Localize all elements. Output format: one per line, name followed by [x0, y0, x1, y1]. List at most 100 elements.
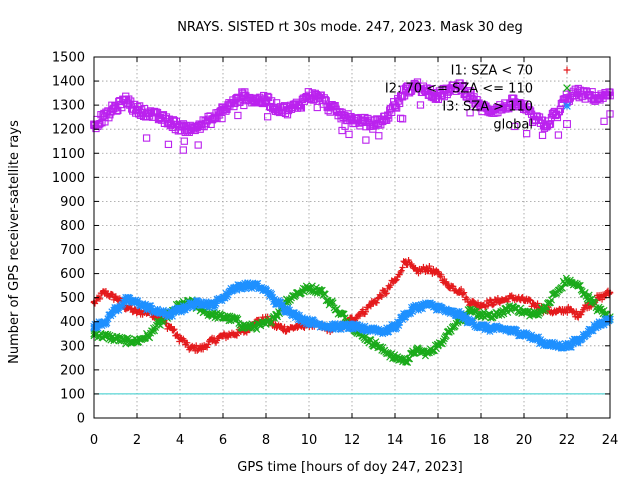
series-3-point [574, 337, 582, 345]
series-2-point [219, 313, 227, 321]
series-4-outlier [522, 130, 531, 138]
series-2-point [498, 308, 507, 316]
series-2-point [574, 281, 582, 290]
series-2-point [316, 286, 324, 295]
series-4-point [412, 82, 421, 90]
series-1-point [563, 306, 571, 313]
series-4-outlier [194, 141, 202, 149]
series-4-point [176, 122, 184, 131]
series-1-mark [399, 264, 406, 271]
series-3-mark [555, 340, 563, 348]
x-tick-label: 4 [176, 433, 184, 448]
series-4-mark [267, 97, 276, 105]
series-1-mark [519, 293, 526, 301]
series-1-mark [171, 326, 178, 333]
series-4-point [584, 91, 593, 100]
legend-marker [563, 102, 571, 110]
series-4-mark [407, 87, 416, 95]
series-1-mark [526, 296, 533, 303]
series-3-mark [373, 326, 381, 334]
series-4-point [143, 108, 152, 117]
series-3-point [531, 334, 539, 343]
series-3-point [101, 318, 109, 326]
y-tick-label: 200 [60, 363, 85, 378]
series-1-mark [205, 341, 212, 348]
series-4-outlier [398, 115, 407, 123]
series-2-point [154, 320, 163, 328]
series-3-point [122, 296, 130, 304]
y-tick-label: 100 [60, 387, 85, 402]
series-3-mark [483, 321, 491, 329]
series-2-point [122, 337, 130, 345]
series-2-mark [558, 284, 566, 292]
series-1-mark [397, 268, 404, 276]
series-4-point [315, 94, 324, 102]
series-3-point [240, 281, 249, 290]
y-tick-label: 400 [60, 315, 85, 330]
series-3-point [219, 293, 227, 302]
series-3-mark [212, 299, 220, 307]
series-1-mark [128, 305, 135, 312]
series-3-point [445, 308, 453, 316]
series-3-mark [153, 305, 162, 313]
series-1-point [165, 323, 173, 330]
series-2-point [101, 332, 109, 340]
series-4-outlier [218, 114, 226, 123]
series-3-point [197, 298, 206, 307]
series-1-mark [377, 292, 384, 299]
series-3-mark [91, 320, 99, 328]
series-4-point [509, 98, 518, 107]
series-1-point [509, 294, 517, 301]
series-1-point [294, 323, 302, 330]
series-3-mark [115, 306, 123, 314]
series-layer [90, 78, 614, 366]
series-3-mark [119, 300, 127, 308]
series-4-outlier [179, 146, 187, 154]
series-2-mark [547, 296, 555, 304]
series-1-point [574, 311, 582, 318]
series-1-mark [494, 295, 501, 302]
series-4-point [251, 96, 260, 105]
y-tick-label: 600 [60, 267, 85, 282]
series-1-point [531, 301, 539, 309]
series-4-outlier [511, 122, 519, 131]
series-3-mark [204, 299, 212, 307]
series-2-point [208, 310, 216, 319]
series-4-point [391, 101, 399, 109]
series-3-point [509, 327, 517, 336]
y-tick-label: 1200 [52, 123, 85, 138]
series-4 [90, 78, 614, 154]
series-2-point [445, 327, 453, 336]
series-3-mark [224, 291, 232, 299]
series-3-point [165, 310, 173, 319]
legend-marker [563, 84, 571, 92]
series-2-point [273, 310, 281, 319]
series-3-mark [536, 340, 544, 348]
series-1-mark [374, 295, 381, 302]
x-tick-label: 8 [262, 433, 270, 448]
series-3-mark [147, 302, 155, 310]
x-tick-label: 6 [219, 433, 227, 448]
series-3-mark [334, 324, 342, 332]
series-3-point [359, 325, 367, 333]
series-1-point [370, 299, 377, 306]
y-tick-label: 1400 [52, 75, 85, 90]
series-2-point [369, 339, 378, 348]
series-4-point [520, 103, 528, 112]
series-1-point [499, 296, 506, 304]
series-1-point [402, 258, 410, 265]
series-1-point [359, 308, 367, 316]
series-4-point [122, 96, 131, 105]
series-3-mark [268, 290, 276, 298]
series-1-mark [484, 302, 492, 309]
x-tick-label: 18 [473, 433, 490, 448]
series-2-point [133, 337, 141, 345]
series-3-mark [132, 296, 140, 304]
series-1-point [112, 294, 119, 301]
series-1-point [434, 270, 442, 277]
series-2-mark [321, 290, 329, 298]
series-4-point [186, 125, 195, 134]
series-1-mark [176, 338, 183, 345]
series-3-point [187, 301, 195, 309]
series-4-point [573, 89, 582, 97]
